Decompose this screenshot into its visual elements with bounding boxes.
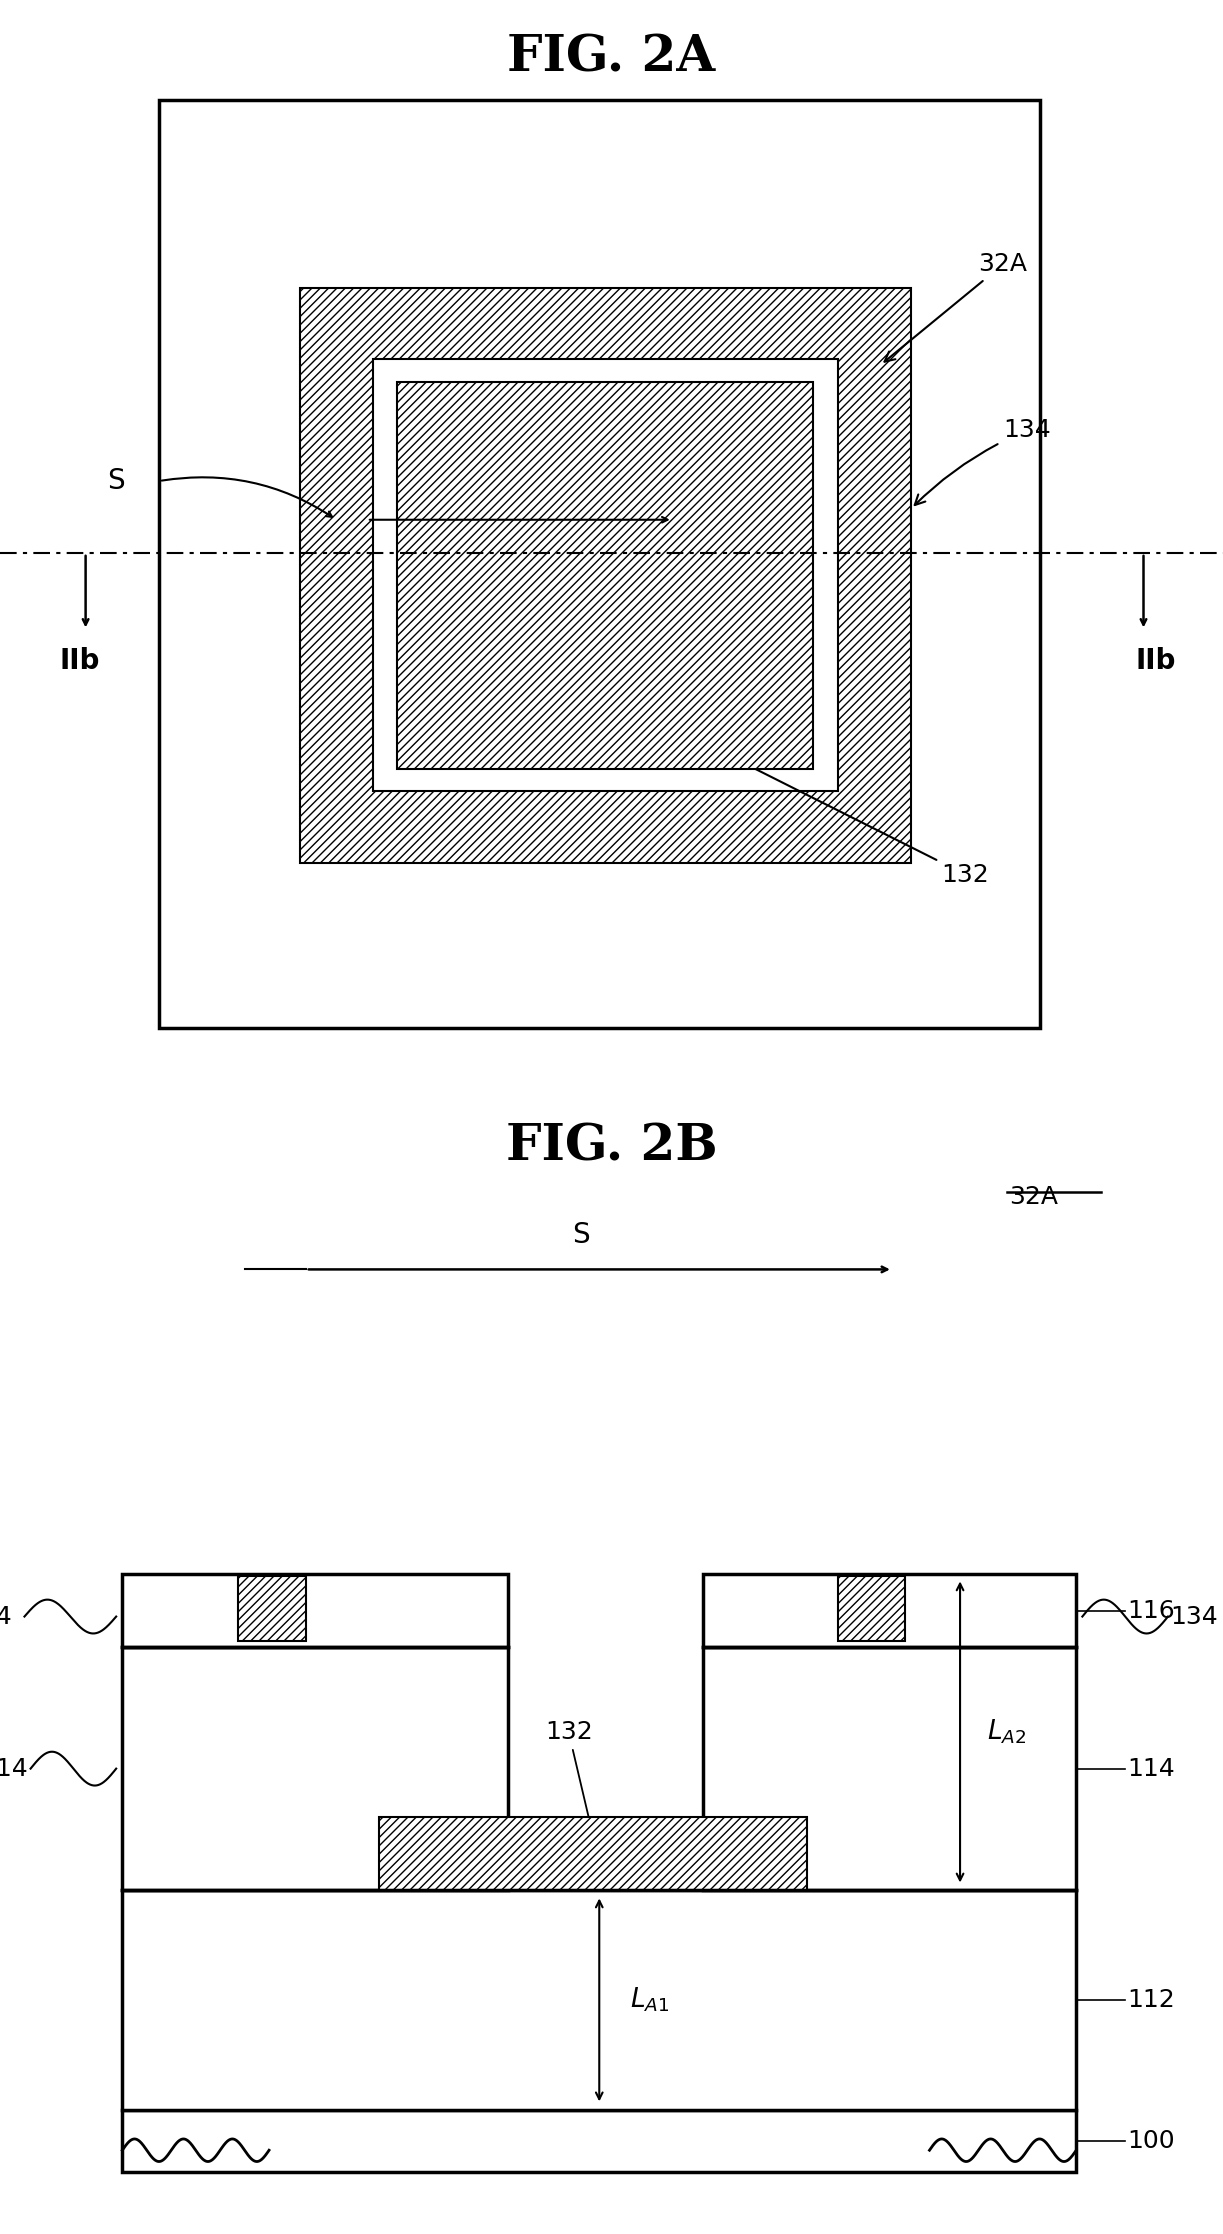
Text: 116: 116 bbox=[1128, 1600, 1175, 1622]
Text: FIG. 2A: FIG. 2A bbox=[508, 34, 715, 83]
Bar bbox=[159, 101, 1040, 1028]
Text: IIb: IIb bbox=[59, 648, 100, 675]
Bar bbox=[379, 1816, 807, 1890]
Text: S: S bbox=[108, 467, 125, 496]
Text: 132: 132 bbox=[544, 1720, 594, 1832]
Text: S: S bbox=[572, 1222, 589, 1249]
Bar bbox=[122, 1575, 508, 1646]
Text: 32A: 32A bbox=[884, 252, 1027, 362]
Text: $L_{A2}$: $L_{A2}$ bbox=[987, 1718, 1026, 1747]
Bar bbox=[703, 1646, 1076, 1890]
Text: IIb: IIb bbox=[1135, 648, 1177, 675]
Text: 134: 134 bbox=[0, 1604, 12, 1629]
Bar bbox=[838, 1577, 905, 1640]
Text: 134: 134 bbox=[915, 418, 1051, 505]
Bar bbox=[703, 1575, 1076, 1646]
Bar bbox=[122, 1890, 1076, 2109]
Text: 112: 112 bbox=[1128, 1988, 1175, 2013]
Bar bbox=[122, 1646, 508, 1890]
Text: 32A: 32A bbox=[1009, 1184, 1058, 1209]
Text: 114: 114 bbox=[1128, 1756, 1175, 1780]
Text: 134: 134 bbox=[1170, 1604, 1218, 1629]
Bar bbox=[397, 382, 813, 768]
Text: 132: 132 bbox=[726, 755, 989, 887]
Text: FIG. 2B: FIG. 2B bbox=[505, 1124, 718, 1173]
Text: $L_{A1}$: $L_{A1}$ bbox=[630, 1986, 669, 2015]
Text: 100: 100 bbox=[1128, 2129, 1175, 2154]
Bar bbox=[122, 2109, 1076, 2171]
Text: 114: 114 bbox=[0, 1756, 28, 1780]
Bar bbox=[300, 288, 911, 862]
Bar bbox=[373, 360, 838, 791]
Bar bbox=[238, 1577, 306, 1640]
